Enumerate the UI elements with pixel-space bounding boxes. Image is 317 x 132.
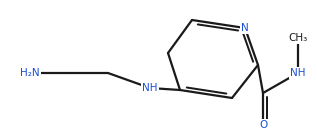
Text: N: N bbox=[241, 23, 249, 33]
Text: O: O bbox=[259, 120, 267, 130]
Text: N: N bbox=[241, 23, 249, 33]
Text: CH₃: CH₃ bbox=[288, 33, 307, 43]
Text: NH: NH bbox=[142, 83, 158, 93]
Text: NH: NH bbox=[142, 83, 158, 93]
Text: H₂N: H₂N bbox=[20, 68, 40, 78]
Text: H₂N: H₂N bbox=[20, 68, 40, 78]
Text: NH: NH bbox=[290, 68, 306, 78]
Text: NH: NH bbox=[290, 68, 306, 78]
Text: O: O bbox=[259, 120, 267, 130]
